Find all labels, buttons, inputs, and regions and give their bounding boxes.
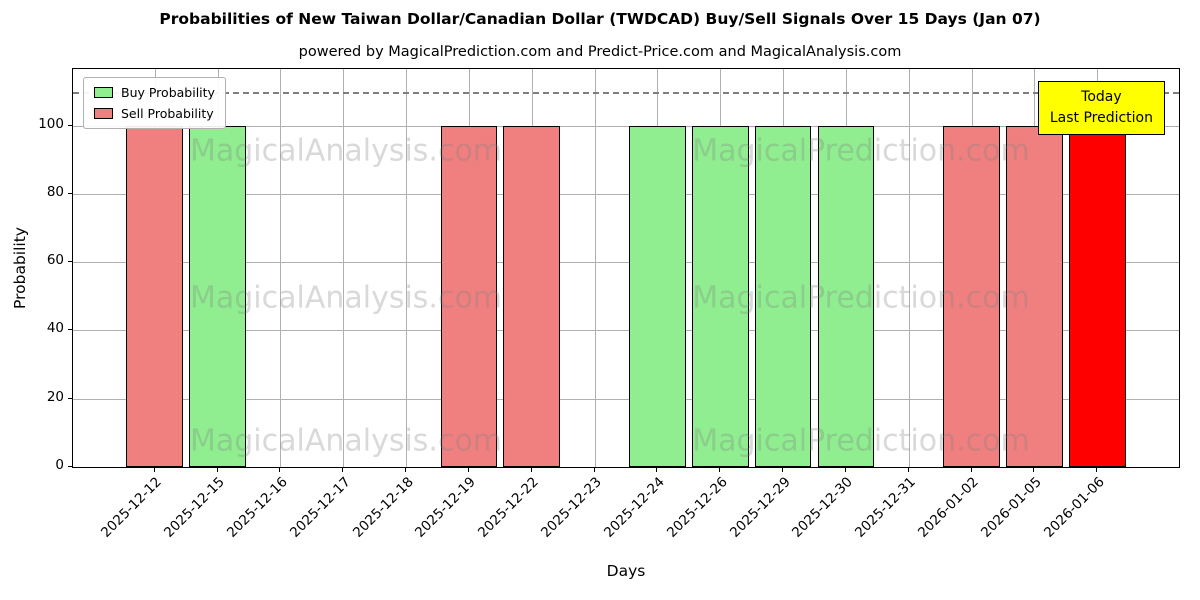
x-tick-label: 2025-12-24: [600, 474, 668, 541]
x-tick-label: 2025-12-19: [412, 474, 480, 541]
h-gridline: [73, 467, 1179, 468]
bar: [126, 125, 183, 467]
y-tick-mark: [68, 466, 72, 467]
v-gridline: [594, 69, 596, 467]
x-tick-mark: [153, 468, 155, 472]
y-tick-label: 60: [46, 252, 64, 269]
x-tick-label: 2025-12-31: [852, 474, 920, 541]
h-gridline: [73, 262, 1179, 264]
x-tick-mark: [970, 468, 972, 472]
h-gridline: [73, 125, 1179, 127]
v-gridline: [343, 69, 345, 467]
bar: [754, 125, 812, 467]
watermark-text: MagicalPrediction.com: [692, 280, 1030, 316]
x-tick-label: 2025-12-15: [161, 474, 228, 541]
y-tick-mark: [68, 261, 72, 263]
legend-label-buy: Buy Probability: [121, 85, 215, 100]
v-gridline: [908, 69, 910, 467]
x-tick-mark: [279, 468, 281, 472]
v-gridline: [406, 69, 408, 467]
bar: [503, 125, 560, 467]
y-tick-label: 40: [46, 320, 64, 337]
legend: Buy Probability Sell Probability: [83, 77, 226, 129]
y-tick-label: 100: [38, 115, 64, 132]
x-tick-label: 2026-01-02: [915, 474, 982, 541]
x-tick-label: 2025-12-30: [789, 474, 857, 541]
h-gridline: [73, 398, 1179, 400]
bar: [691, 125, 749, 467]
x-tick-label: 2025-12-18: [349, 474, 417, 541]
y-tick-mark: [68, 192, 72, 194]
watermark-text: MagicalPrediction.com: [692, 133, 1030, 169]
x-tick-label: 2025-12-22: [475, 474, 543, 541]
watermark-text: MagicalAnalysis.com: [189, 423, 503, 459]
bar: [943, 125, 1000, 467]
y-tick-label: 0: [55, 457, 64, 473]
y-tick-label: 20: [46, 388, 64, 405]
chart-subtitle: powered by MagicalPrediction.com and Pre…: [298, 44, 902, 60]
today-annotation-line1: Today: [1081, 89, 1122, 105]
today-annotation: Today Last Prediction: [1037, 81, 1165, 135]
watermark-text: MagicalAnalysis.com: [189, 280, 503, 316]
bar: [440, 125, 498, 467]
watermark-text: MagicalPrediction.com: [692, 423, 1030, 459]
y-tick-label: 80: [46, 183, 64, 200]
x-tick-mark: [593, 468, 595, 472]
x-tick-mark: [342, 468, 344, 472]
x-tick-label: 2025-12-17: [286, 474, 354, 541]
x-tick-mark: [216, 468, 218, 472]
bar: [189, 125, 246, 467]
x-tick-mark: [907, 468, 909, 472]
x-tick-label: 2026-01-06: [1040, 474, 1108, 541]
today-annotation-line2: Last Prediction: [1049, 110, 1153, 126]
x-tick-mark: [1033, 468, 1035, 472]
x-tick-mark: [530, 468, 532, 472]
x-axis-label: Days: [606, 562, 646, 580]
sell-probability-swatch: [94, 108, 113, 119]
bar: [1069, 125, 1126, 467]
chart-title: Probabilities of New Taiwan Dollar/Canad…: [159, 10, 1041, 28]
plot-area: Buy Probability Sell Probability Today L…: [72, 68, 1180, 468]
x-tick-mark: [782, 468, 784, 472]
y-tick-mark: [68, 329, 72, 331]
h-gridline: [73, 330, 1179, 332]
threshold-dashed-line: [73, 91, 1179, 94]
x-tick-label: 2025-12-23: [538, 474, 605, 541]
x-tick-mark: [467, 468, 469, 472]
bar: [629, 125, 686, 467]
x-tick-mark: [719, 468, 721, 472]
watermark-text: MagicalAnalysis.com: [189, 133, 503, 169]
y-tick-mark: [68, 124, 72, 126]
x-tick-label: 2025-12-29: [726, 474, 794, 541]
x-tick-label: 2026-01-05: [977, 474, 1045, 541]
v-gridline: [280, 69, 282, 467]
legend-label-sell: Sell Probability: [121, 106, 214, 121]
legend-item-sell: Sell Probability: [94, 106, 215, 121]
x-tick-mark: [1096, 468, 1098, 472]
buy-probability-swatch: [94, 87, 113, 98]
x-tick-mark: [405, 468, 407, 472]
bar: [1006, 125, 1063, 467]
x-tick-label: 2025-12-16: [223, 474, 291, 541]
x-tick-mark: [656, 468, 658, 472]
y-tick-mark: [68, 397, 72, 399]
bar: [817, 125, 875, 467]
x-tick-label: 2025-12-12: [98, 474, 166, 541]
x-tick-mark: [844, 468, 846, 472]
h-gridline: [73, 193, 1179, 195]
legend-item-buy: Buy Probability: [94, 85, 215, 100]
x-tick-label: 2025-12-26: [663, 474, 731, 541]
